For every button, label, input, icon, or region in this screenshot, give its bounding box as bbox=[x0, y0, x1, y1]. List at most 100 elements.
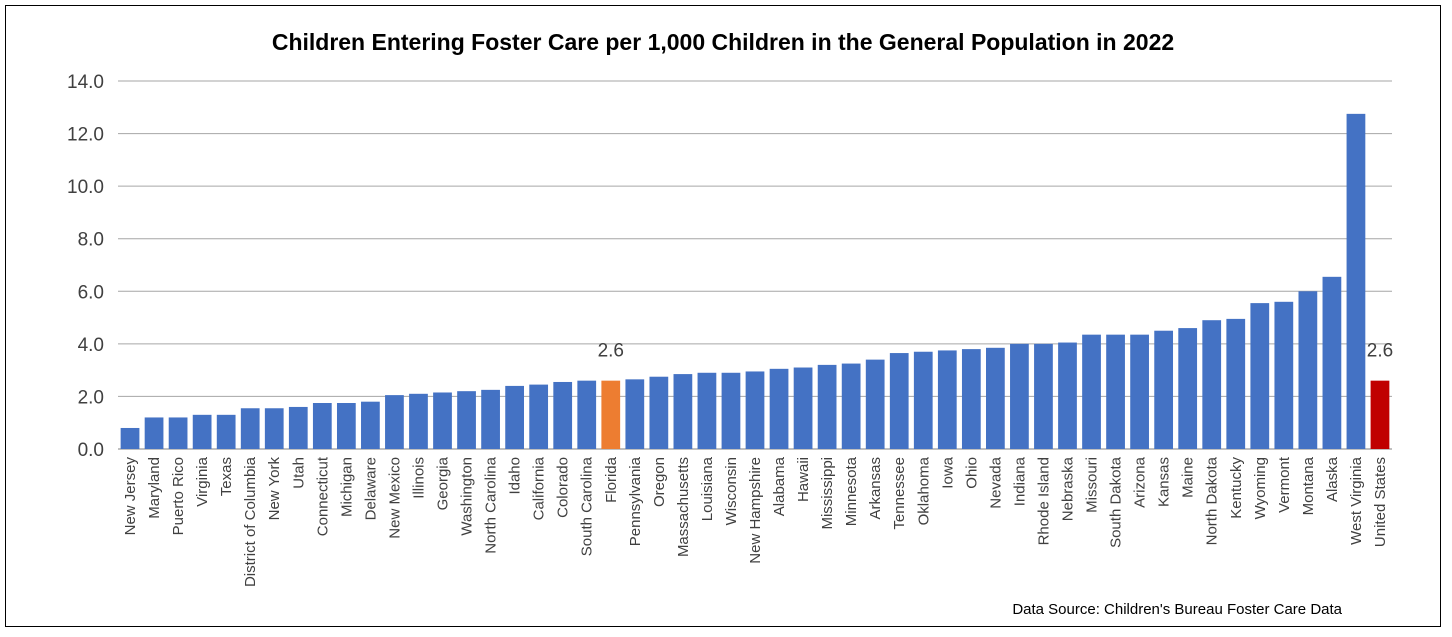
bar-new-hampshire bbox=[745, 371, 765, 449]
bar-kansas bbox=[1154, 330, 1174, 449]
y-tick-label: 0.0 bbox=[78, 440, 104, 461]
x-tick-label: Missouri bbox=[1084, 457, 1101, 513]
bar-washington bbox=[457, 391, 476, 449]
x-tick-label: North Dakota bbox=[1204, 456, 1221, 545]
bar-kentucky bbox=[1226, 318, 1246, 449]
bar-arkansas bbox=[865, 359, 885, 449]
x-tick-label: Kansas bbox=[1156, 457, 1173, 507]
x-tick-label: Mississippi bbox=[819, 457, 836, 530]
x-tick-label: West Virginia bbox=[1348, 456, 1365, 544]
x-tick-label: Oklahoma bbox=[915, 456, 932, 525]
x-tick-label: Oregon bbox=[651, 457, 668, 507]
bar-alaska bbox=[1322, 276, 1342, 449]
bar-mississippi bbox=[817, 364, 837, 449]
x-tick-label: Rhode Island bbox=[1035, 457, 1052, 545]
x-tick-label: Indiana bbox=[1011, 456, 1028, 506]
x-tick-label: New Jersey bbox=[122, 457, 139, 536]
bar-oregon bbox=[649, 376, 669, 449]
y-tick-label: 12.0 bbox=[67, 125, 104, 146]
bar-nevada bbox=[986, 347, 1005, 449]
bar-idaho bbox=[505, 385, 524, 449]
x-tick-label: Maine bbox=[1180, 457, 1197, 498]
bar-nebraska bbox=[1058, 342, 1077, 449]
bar-florida bbox=[601, 380, 621, 449]
bar-michigan bbox=[336, 403, 356, 449]
bar-district-of-columbia bbox=[240, 408, 260, 449]
gridlines bbox=[118, 80, 1392, 450]
x-tick-label: Idaho bbox=[507, 457, 524, 495]
bar-vermont bbox=[1274, 301, 1294, 449]
y-tick-label: 10.0 bbox=[67, 177, 104, 198]
bar-connecticut bbox=[312, 403, 332, 449]
y-tick-label: 6.0 bbox=[78, 282, 104, 303]
x-tick-label: Pennsylvania bbox=[627, 456, 644, 546]
bar-colorado bbox=[553, 381, 573, 449]
bar-delaware bbox=[361, 401, 380, 449]
x-tick-label: Michigan bbox=[338, 457, 355, 517]
data-label: 2.6 bbox=[598, 341, 624, 362]
bar-california bbox=[529, 384, 549, 449]
bar-new-mexico bbox=[385, 395, 404, 449]
bar-texas bbox=[216, 414, 236, 449]
y-tick-label: 14.0 bbox=[67, 72, 104, 93]
bar-oklahoma bbox=[913, 351, 933, 449]
bars bbox=[120, 113, 1390, 449]
x-tick-label: Hawaii bbox=[795, 457, 812, 502]
bar-missouri bbox=[1082, 334, 1101, 449]
bar-hawaii bbox=[793, 367, 813, 449]
x-tick-label: Massachusetts bbox=[675, 457, 692, 557]
x-tick-label: Virginia bbox=[194, 456, 211, 506]
y-tick-label: 8.0 bbox=[78, 230, 104, 251]
bar-west-virginia bbox=[1346, 113, 1366, 449]
chart-title: Children Entering Foster Care per 1,000 … bbox=[272, 29, 1174, 55]
bar-pennsylvania bbox=[625, 379, 645, 449]
bar-south-carolina bbox=[577, 380, 597, 449]
x-tick-label: Arkansas bbox=[867, 457, 884, 520]
bar-north-carolina bbox=[481, 389, 500, 449]
x-tick-label: Minnesota bbox=[843, 456, 860, 526]
x-tick-label: Illinois bbox=[410, 457, 427, 499]
x-tick-label: Kentucky bbox=[1228, 457, 1245, 519]
y-tick-label: 4.0 bbox=[78, 335, 104, 356]
bar-wisconsin bbox=[721, 372, 741, 449]
bar-united-states bbox=[1370, 380, 1390, 449]
x-tick-label: Utah bbox=[290, 457, 307, 489]
x-tick-label: District of Columbia bbox=[242, 456, 259, 587]
bar-montana bbox=[1298, 291, 1318, 449]
bar-wyoming bbox=[1250, 303, 1270, 449]
x-tick-label: Maryland bbox=[146, 457, 163, 519]
bar-south-dakota bbox=[1106, 334, 1125, 449]
bar-minnesota bbox=[841, 363, 861, 449]
x-tick-label: Colorado bbox=[555, 457, 572, 518]
x-tick-label: Arizona bbox=[1132, 456, 1149, 508]
x-tick-label: Louisiana bbox=[699, 456, 716, 521]
bar-new-jersey bbox=[120, 427, 140, 449]
bar-new-york bbox=[264, 408, 284, 449]
bar-puerto-rico bbox=[168, 417, 188, 449]
bar-massachusetts bbox=[673, 374, 693, 449]
x-tick-label: Iowa bbox=[939, 456, 956, 488]
bar-chart: Children Entering Foster Care per 1,000 … bbox=[67, 29, 1394, 618]
x-tick-label: Washington bbox=[459, 457, 476, 536]
bar-utah bbox=[288, 406, 308, 449]
x-tick-label: Nevada bbox=[987, 456, 1004, 508]
bar-maine bbox=[1178, 328, 1198, 449]
x-tick-label: Ohio bbox=[963, 457, 980, 489]
bar-arizona bbox=[1130, 334, 1149, 449]
bar-illinois bbox=[409, 393, 428, 449]
x-tick-label: Wyoming bbox=[1252, 457, 1269, 519]
x-tick-label: Georgia bbox=[435, 456, 452, 510]
bar-rhode-island bbox=[1034, 343, 1053, 449]
x-tick-label: Alaska bbox=[1324, 456, 1341, 502]
x-tick-label: Texas bbox=[218, 457, 235, 496]
x-tick-label: United States bbox=[1372, 457, 1389, 547]
bar-tennessee bbox=[889, 353, 909, 449]
x-tick-label: New Mexico bbox=[386, 457, 403, 539]
x-tick-label: South Dakota bbox=[1108, 456, 1125, 548]
y-axis-ticks: 0.0 2.0 4.0 6.0 8.0 10.0 12.0 14.0 bbox=[67, 72, 104, 461]
x-tick-label: California bbox=[531, 456, 548, 520]
data-labels: 2.6 2.6 bbox=[598, 341, 1394, 362]
bar-iowa bbox=[937, 350, 957, 449]
bar-alabama bbox=[769, 368, 789, 449]
bar-ohio bbox=[961, 349, 981, 449]
